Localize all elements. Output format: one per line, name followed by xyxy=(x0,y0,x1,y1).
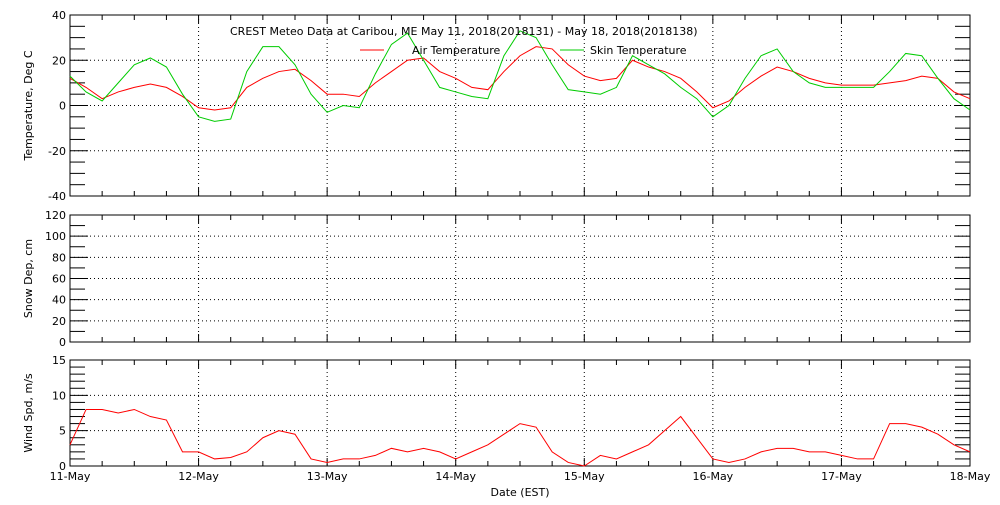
y-tick-label: 100 xyxy=(45,230,66,243)
x-tick-label: 12-May xyxy=(178,470,219,483)
y-axis-label: Snow Dep, cm xyxy=(22,239,35,318)
x-tick-label: 13-May xyxy=(307,470,348,483)
series-line-skin-temperature xyxy=(69,30,971,122)
panel-1 xyxy=(69,214,971,343)
chart-title: CREST Meteo Data at Caribou, ME May 11, … xyxy=(230,25,698,38)
x-tick-label: 17-May xyxy=(821,470,862,483)
y-tick-label: -40 xyxy=(48,190,66,203)
y-tick-label: 15 xyxy=(52,354,66,367)
panel-0 xyxy=(69,14,971,197)
x-tick-label: 15-May xyxy=(564,470,605,483)
y-tick-label: 40 xyxy=(52,9,66,22)
x-tick-label: 14-May xyxy=(435,470,476,483)
y-tick-label: 40 xyxy=(52,294,66,307)
series-line-wind xyxy=(69,408,971,467)
plot-frame xyxy=(69,214,971,343)
y-tick-label: 60 xyxy=(52,273,66,286)
y-tick-label: 10 xyxy=(52,389,66,402)
y-tick-label: 5 xyxy=(59,425,66,438)
plot-frame xyxy=(69,359,971,467)
y-tick-label: 0 xyxy=(59,100,66,113)
x-axis-label: Date (EST) xyxy=(490,486,549,499)
y-tick-label: 20 xyxy=(52,54,66,67)
x-tick-label: 16-May xyxy=(692,470,733,483)
y-tick-label: 80 xyxy=(52,251,66,264)
y-axis-label: Wind Spd, m/s xyxy=(22,373,35,453)
legend-label-skin: Skin Temperature xyxy=(590,44,687,57)
series-line-air-temperature xyxy=(69,46,971,111)
y-tick-label: 20 xyxy=(52,315,66,328)
y-tick-label: 0 xyxy=(59,336,66,349)
y-tick-label: 120 xyxy=(45,209,66,222)
y-tick-label: -20 xyxy=(48,145,66,158)
x-tick-label: 18-May xyxy=(950,470,991,483)
panel-2 xyxy=(69,359,971,467)
x-tick-label: 11-May xyxy=(50,470,91,483)
plot-frame xyxy=(69,14,971,197)
y-tick-label: 0 xyxy=(59,460,66,473)
y-axis-label: Temperature, Deg C xyxy=(22,50,35,161)
legend-label-air: Air Temperature xyxy=(412,44,501,57)
